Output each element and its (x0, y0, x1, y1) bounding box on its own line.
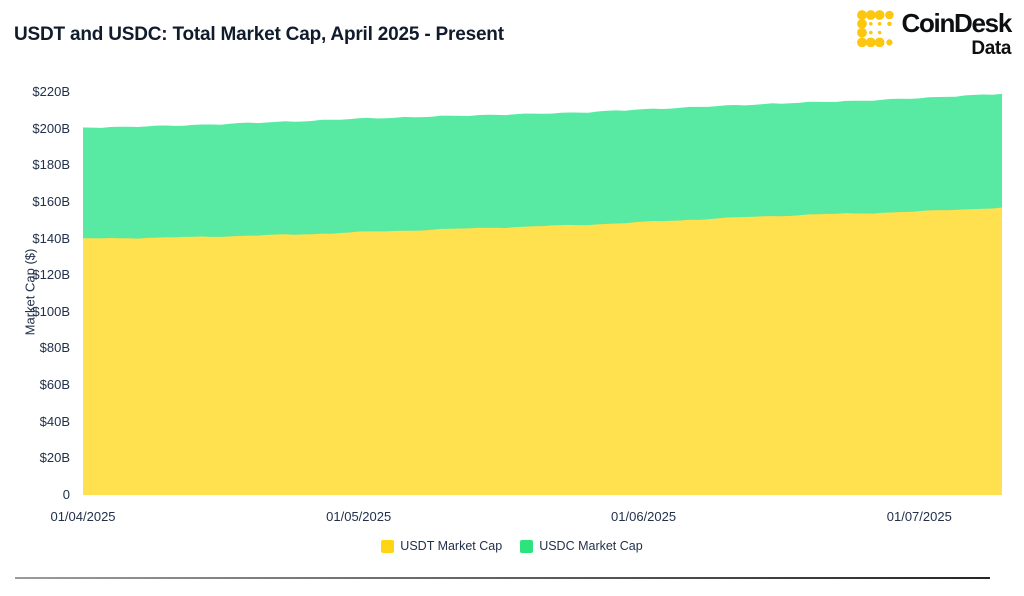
x-tick-label: 01/06/2025 (611, 509, 677, 524)
y-tick-label: $20B (39, 450, 70, 466)
legend-swatch (381, 539, 395, 553)
y-tick-label: $180B (32, 157, 70, 173)
y-tick-label: $220B (32, 84, 70, 99)
y-tick-label: $100B (32, 303, 70, 319)
coindesk-logo: CoinDesk Data (857, 8, 1012, 59)
y-tick-label: $120B (32, 267, 70, 283)
y-tick-label: $80B (39, 340, 70, 356)
brand-sub: Data (971, 38, 1011, 59)
legend-item: USDC Market Cap (520, 539, 643, 553)
page-title: USDT and USDC: Total Market Cap, April 2… (14, 24, 504, 45)
y-tick-label: $40B (39, 413, 70, 429)
y-tick-label: $140B (32, 230, 70, 246)
plot-area (83, 93, 1002, 495)
brand-text: CoinDesk Data (901, 8, 1012, 59)
x-tick-label: 01/05/2025 (326, 509, 392, 524)
y-tick-label: 0 (62, 487, 70, 502)
y-tick-label: $200B (32, 120, 70, 136)
y-tick-label: $60B (39, 377, 70, 393)
x-tick-label: 01/07/2025 (886, 509, 952, 524)
legend-label: USDC Market Cap (539, 539, 643, 553)
legend: USDT Market Cap USDC Market Cap (0, 539, 1024, 553)
y-tick-label: $160B (32, 193, 70, 209)
footer-divider (15, 577, 990, 579)
y-axis-title: Market Cap ($) (22, 248, 38, 336)
legend-swatch (520, 539, 534, 553)
usdt-area (83, 207, 1002, 495)
brand-name: CoinDesk (901, 8, 1012, 38)
legend-item: USDT Market Cap (381, 539, 502, 553)
x-tick-label: 01/04/2025 (50, 509, 116, 524)
legend-label: USDT Market Cap (400, 539, 503, 553)
coindesk-logo-icon (857, 10, 895, 47)
